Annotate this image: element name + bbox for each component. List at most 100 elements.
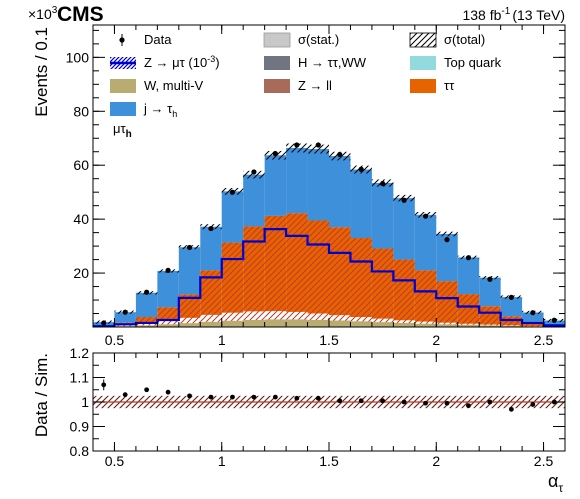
bar-jtotau-5 <box>200 226 222 271</box>
bar-jtotau-21 <box>543 320 565 326</box>
data-point-18 <box>487 276 493 282</box>
bar-wmultiv-15 <box>414 323 437 327</box>
bar-tautau-hatch-13 <box>371 248 394 319</box>
legend-item-tautau: ττ <box>410 78 455 93</box>
ratio-point-13 <box>380 398 386 404</box>
bar-jtotau-13 <box>371 183 394 249</box>
bar-ztoll-12 <box>350 317 372 322</box>
ratio-point-5 <box>208 394 214 400</box>
bar-jtotau-10 <box>307 149 329 221</box>
bar-ztoll-9 <box>286 311 308 320</box>
main-ytick-label: 80 <box>73 103 89 119</box>
data-point-7 <box>251 169 257 175</box>
bar-jtotau-16 <box>436 233 458 282</box>
legend-swatch-jtotau <box>110 102 136 116</box>
bar-tautau-hatch-3 <box>157 307 179 321</box>
ratio-point-2 <box>144 387 150 393</box>
legend-item-htott: H → ττ,WW <box>264 55 367 70</box>
bar-wmultiv-3 <box>157 324 179 327</box>
ratio-point-14 <box>401 399 407 405</box>
ratio-point-0 <box>101 382 107 388</box>
bar-ztoll-19 <box>500 325 523 326</box>
bar-jtotau-19 <box>500 297 523 317</box>
legend-swatch-stat <box>263 32 291 48</box>
legend-item-jtotau: j → τh <box>110 101 177 119</box>
bar-tautau-hatch-5 <box>200 270 222 315</box>
ratio-ytick-label: 1.2 <box>70 345 90 361</box>
cms-label: CMS <box>57 3 104 26</box>
legend-item-stat: σ(stat.) <box>263 32 339 48</box>
legend-item-data: Data <box>119 32 172 47</box>
data-point-20 <box>530 310 536 316</box>
bar-jtotau-8 <box>264 155 287 216</box>
legend-label-top: Top quark <box>444 55 502 70</box>
main-xtick-label: 1.5 <box>319 332 339 348</box>
bar-wmultiv-16 <box>436 324 458 327</box>
bar-ztoll-6 <box>221 312 244 321</box>
main-ytick-label: 20 <box>73 265 89 281</box>
bar-tautau-hatch-10 <box>307 220 329 314</box>
legend-item-ztoll: Z → ll <box>264 78 332 93</box>
bar-tautau-hatch-4 <box>178 294 201 318</box>
stacked-histograms <box>93 147 565 327</box>
ratio-xtick-label: 1.5 <box>319 453 339 469</box>
ratio-point-11 <box>337 398 343 404</box>
uncertainty-7 <box>243 170 265 179</box>
legend-label-signal: Z → μτ (10-3) <box>144 54 220 70</box>
ratio-ytick-label: 1.1 <box>70 370 90 386</box>
ratio-point-6 <box>230 394 235 400</box>
ratio-xtick-label: 1 <box>218 453 226 469</box>
main-ytick-label: 100 <box>66 49 90 65</box>
ratio-point-20 <box>530 402 536 407</box>
ratio-point-1 <box>122 392 128 398</box>
legend-swatch-wmultiv <box>110 79 136 93</box>
bar-ztoll-10 <box>307 313 329 320</box>
bar-jtotau-9 <box>286 147 308 214</box>
bar-tautau-hatch-6 <box>221 242 244 313</box>
figure-header: ×103 CMS 138 fb-1 (13 TeV) <box>28 3 565 26</box>
bar-tautau-hatch-14 <box>393 259 415 321</box>
signal-line <box>93 228 565 327</box>
bar-jtotau-11 <box>329 156 351 228</box>
ratio-point-3 <box>165 389 171 395</box>
main-xtick-label: 0.5 <box>105 332 125 348</box>
bar-tautau-hatch-8 <box>264 215 287 312</box>
data-points <box>101 142 557 326</box>
ratio-ytick-label: 0.8 <box>70 443 90 459</box>
legend-label-data: Data <box>144 32 172 47</box>
data-point-8 <box>272 151 278 157</box>
legend-item-wmultiv: W, multi-V <box>110 78 204 93</box>
data-point-10 <box>315 142 321 148</box>
bar-ztoll-15 <box>414 321 437 324</box>
data-point-5 <box>208 225 214 232</box>
legend-label-wmultiv: W, multi-V <box>144 78 204 93</box>
data-point-13 <box>380 180 386 187</box>
ratio-point-19 <box>508 406 514 412</box>
data-point-3 <box>165 267 171 273</box>
uncertainty-9 <box>286 143 308 153</box>
bar-ztoll-5 <box>200 314 222 322</box>
bar-tautau-hatch-11 <box>329 227 351 316</box>
bar-jtotau-4 <box>178 247 201 295</box>
bar-jtotau-14 <box>393 198 415 260</box>
bar-ztoll-7 <box>243 311 265 320</box>
bar-jtotau-15 <box>414 214 437 271</box>
ratio-point-15 <box>423 400 428 406</box>
bar-jtotau-6 <box>221 191 244 243</box>
legend-label-tautau: ττ <box>444 78 455 93</box>
bar-wmultiv-7 <box>243 319 265 327</box>
legend-label-ztoll: Z → ll <box>298 78 332 93</box>
data-point-15 <box>422 213 429 219</box>
bar-ztoll-2 <box>135 323 158 326</box>
bar-wmultiv-17 <box>457 324 480 327</box>
main-xtick-label: 2 <box>432 332 440 348</box>
data-point-1 <box>122 309 128 315</box>
legend: Data σ(stat.) σ(total) Z → μτ (10-3) H → ττ,… <box>110 32 502 119</box>
legend-item-signal: Z → μτ (10-3) <box>110 54 220 70</box>
ratio-point-18 <box>487 399 493 405</box>
data-point-2 <box>144 289 150 295</box>
exponent-label: ×103 <box>28 5 58 22</box>
bar-jtotau-18 <box>479 277 501 307</box>
ratio-uncertainty-band <box>93 395 565 409</box>
